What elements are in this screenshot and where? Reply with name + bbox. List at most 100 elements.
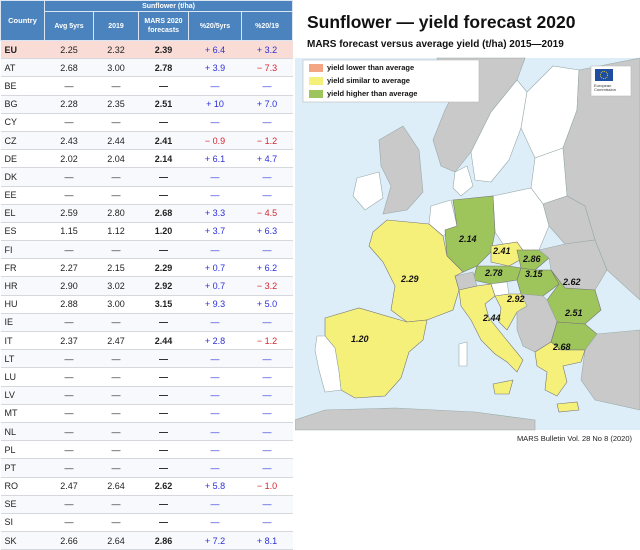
pct5-cell: — — [188, 458, 242, 478]
table-row: FR 2.27 2.15 2.29 + 0.7 + 6.2 — [0, 258, 293, 278]
avg-cell: — — [44, 186, 94, 205]
avg-cell: — — [44, 458, 94, 478]
pct19-cell: − 1.2 — [241, 331, 293, 351]
country-cell: FI — [0, 240, 45, 260]
table-row: PL — — — — — — [0, 440, 293, 460]
table-row: BG 2.28 2.35 2.51 + 10 + 7.0 — [0, 95, 293, 114]
forecast-cell: 2.68 — [138, 204, 189, 223]
pct5-cell: — — [188, 240, 242, 260]
avg-cell: — — [44, 313, 94, 333]
y2019-cell: 2.80 — [93, 204, 139, 223]
pct5-cell: — — [188, 513, 242, 533]
table-row: LV — — — — — — [0, 386, 293, 405]
y2019-cell: 3.02 — [93, 276, 139, 296]
y2019-cell: — — [93, 422, 139, 442]
avg-cell: 2.43 — [44, 131, 94, 151]
table-row: EE — — — — — — [0, 186, 293, 205]
map-label-romania: 2.62 — [563, 277, 581, 287]
country-cell: PT — [0, 458, 45, 478]
pct5-cell: — — [188, 422, 242, 442]
legend-label-lower: yield lower than average — [327, 63, 415, 72]
pct5-cell: — — [188, 313, 242, 333]
forecast-cell: 3.15 — [138, 295, 189, 314]
pct19-cell: — — [241, 440, 293, 460]
country-cell: BG — [0, 95, 45, 114]
avg-cell: 2.37 — [44, 331, 94, 351]
pct19-cell: + 4.7 — [241, 149, 293, 169]
map-label-bulgaria: 2.51 — [565, 308, 583, 318]
forecast-cell: — — [138, 349, 189, 369]
forecast-cell: 2.14 — [138, 149, 189, 169]
forecast-cell: 2.92 — [138, 276, 189, 296]
y2019-cell: — — [93, 76, 139, 96]
y2019-cell: — — [93, 386, 139, 405]
pct19-cell: — — [241, 458, 293, 478]
logo-text: European Commission — [594, 83, 617, 92]
map-label-czechia: 2.41 — [493, 246, 511, 256]
y2019-cell: — — [93, 404, 139, 423]
country-uk — [378, 125, 424, 215]
pct5-cell: + 10 — [188, 95, 242, 114]
country-greece — [534, 341, 586, 397]
table-row: SE — — — — — — [0, 495, 293, 514]
header-pct-5yrs: %20/5yrs — [188, 11, 242, 41]
forecast-cell: — — [138, 76, 189, 96]
country-cell: IT — [0, 331, 45, 351]
forecast-cell: 2.78 — [138, 58, 189, 78]
avg-cell: — — [44, 513, 94, 533]
avg-cell: — — [44, 495, 94, 514]
legend-label-similar: yield similar to average — [327, 76, 410, 85]
pct5-cell: − 0.9 — [188, 131, 242, 151]
avg-cell: — — [44, 113, 94, 132]
map-label-spain: 1.20 — [351, 334, 369, 344]
y2019-cell: 2.35 — [93, 95, 139, 114]
pct19-cell: — — [241, 313, 293, 333]
pct19-cell: + 6.3 — [241, 222, 293, 242]
country-france — [368, 219, 464, 323]
table-row: AT 2.68 3.00 2.78 + 3.9− 7.3 — [0, 58, 293, 78]
y2019-cell: 3.00 — [93, 58, 139, 78]
country-crete — [556, 401, 580, 413]
country-cell: SE — [0, 495, 45, 514]
forecast-cell: 2.41 — [138, 131, 189, 151]
y2019-cell: — — [93, 458, 139, 478]
country-turkey — [580, 329, 640, 411]
pct19-cell: — — [241, 240, 293, 260]
y2019-cell: 2.44 — [93, 131, 139, 151]
forecast-cell: 1.20 — [138, 222, 189, 242]
table-row: PT — — — — — — [0, 458, 293, 478]
pct5-cell: + 9.3 — [188, 295, 242, 314]
country-cell: NL — [0, 422, 45, 442]
country-cell: LU — [0, 367, 45, 387]
table-row: DE 2.02 2.04 2.14 + 6.1 + 4.7 — [0, 149, 293, 169]
table-row: CY — — — — — — [0, 113, 293, 132]
pct5-cell: + 2.8 — [188, 331, 242, 351]
avg-cell: 2.28 — [44, 95, 94, 114]
header-group-sunflower: Sunflower (t/ha) — [43, 0, 294, 12]
map-title: Sunflower — yield forecast 2020 — [307, 12, 576, 32]
pct5-cell: + 0.7 — [188, 276, 242, 296]
pct19-cell: + 3.2 — [241, 40, 293, 60]
forecast-cell: — — [138, 422, 189, 442]
map-label-hungary: 3.15 — [525, 269, 543, 279]
avg-cell: 2.90 — [44, 276, 94, 296]
y2019-cell: — — [93, 495, 139, 514]
pct5-cell: + 3.7 — [188, 222, 242, 242]
country-germany — [444, 195, 496, 273]
avg-cell: 2.02 — [44, 149, 94, 169]
country-cell: SI — [0, 513, 45, 533]
country-cell: FR — [0, 258, 45, 278]
pct5-cell: — — [188, 367, 242, 387]
forecast-cell: — — [138, 495, 189, 514]
forecast-cell: 2.44 — [138, 331, 189, 351]
country-cell: CZ — [0, 131, 45, 151]
y2019-cell: — — [93, 113, 139, 132]
avg-cell: — — [44, 422, 94, 442]
map-subtitle: MARS forecast versus average yield (t/ha… — [307, 39, 564, 50]
pct19-cell: — — [241, 349, 293, 369]
table-row: EL 2.59 2.80 2.68 + 3.3− 4.5 — [0, 204, 293, 223]
table-row: NL — — — — — — [0, 422, 293, 442]
map-panel: Sunflower — yield forecast 2020 MARS for… — [295, 0, 640, 448]
avg-cell: — — [44, 167, 94, 187]
pct5-cell: — — [188, 167, 242, 187]
